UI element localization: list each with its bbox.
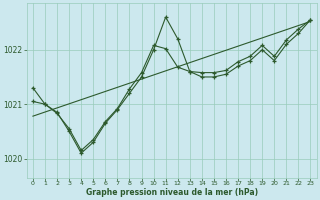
- X-axis label: Graphe pression niveau de la mer (hPa): Graphe pression niveau de la mer (hPa): [86, 188, 258, 197]
